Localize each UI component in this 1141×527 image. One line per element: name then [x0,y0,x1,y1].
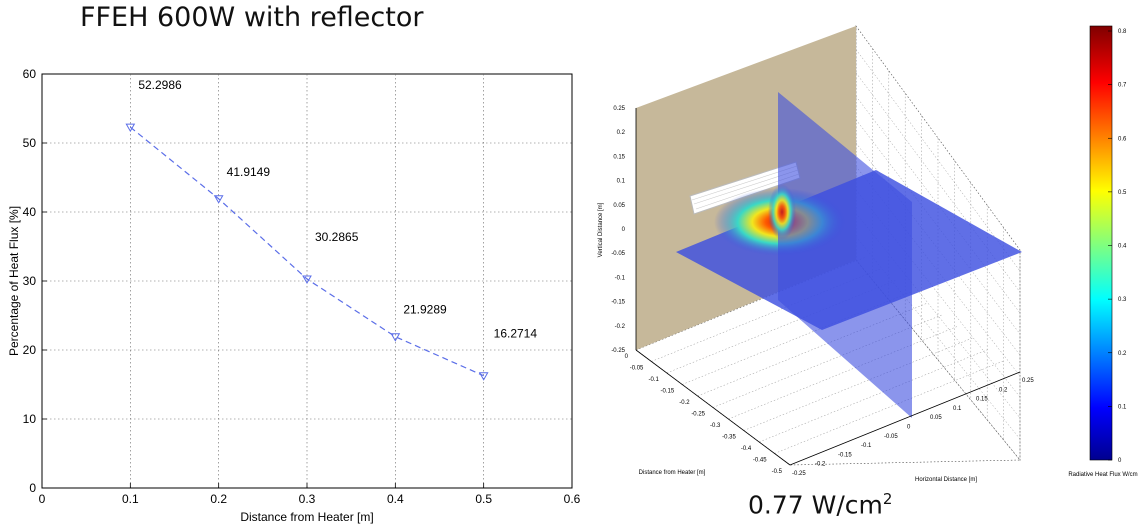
x-tick-label: 0 [39,492,46,506]
depth-axis-label: Distance from Heater [m] [639,470,706,476]
slice-axis-ticks: 0.250.20.150.10.050-0.05-0.1-0.15-0.2-0.… [611,106,1034,477]
back-gridline [855,49,1021,272]
depth-tick-label: -0.3 [710,423,721,429]
y-tick-label: 60 [23,67,37,81]
x-tick-label: 0.5 [475,492,492,506]
x-tick-label: 0.1 [122,492,139,506]
horizontal-tick-label: -0.25 [792,471,806,477]
vertical-tick-label: 0.1 [617,179,626,185]
colorbar: 0.8 0.7 0.6 0.5 0.4 0.3 0.2 0.1 0 Radiative Heat… [1068,25,1138,478]
floor-gridline [774,360,1005,454]
vertical-tick-label: 0.2 [617,130,626,136]
x-tick-label: 0.3 [299,492,316,506]
data-label: 30.2865 [315,230,359,244]
depth-axis-line [635,349,791,466]
y-tick-label: 20 [23,343,37,357]
depth-tick-label: -0.15 [661,389,675,395]
horizontal-tick-label: 0.15 [976,397,988,403]
data-point [213,195,224,204]
x-axis-label: Distance from Heater [m] [240,510,373,524]
depth-tick-label: -0.2 [679,400,690,406]
y-axis-label: Percentage of Heat Flux [%] [7,206,21,356]
back-gridline [855,25,1021,251]
series-line [129,126,484,377]
series-markers [125,123,489,381]
vertical-axis-label: Vertical Distance [m] [598,202,604,257]
data-label: 21.9289 [403,303,447,317]
data-label: 41.9149 [227,165,271,179]
depth-tick-label: -0.45 [753,458,767,464]
floor-gridline [728,325,959,420]
axis-ticks: 0 0.1 0.2 0.3 0.4 0.5 0.6 0 10 20 30 40 50 60 [23,67,581,506]
depth-tick-label: 0 [625,354,629,360]
horizontal-tick-label: 0.05 [930,415,942,421]
data-point [125,123,136,133]
horizontal-tick-label: -0.15 [838,452,852,458]
vertical-tick-label: 0.15 [613,154,625,160]
colorbar-tick-label: 0.7 [1118,83,1127,89]
vertical-tick-label: 0 [622,227,626,233]
vertical-tick-label: -0.15 [611,300,625,306]
horizontal-axis-line [789,371,1021,466]
data-point [478,372,489,381]
horizontal-tick-label: 0.25 [1022,378,1034,384]
colorbar-tick-label: 0.3 [1118,297,1127,303]
depth-tick-label: -0.1 [648,377,659,383]
data-label: 52.2986 [138,78,182,92]
horizontal-tick-label: 0.2 [999,387,1008,393]
depth-tick-label: -0.25 [691,412,705,418]
data-labels: 52.2986 41.9149 30.2865 21.9289 16.2714 [138,78,537,341]
colorbar-tick-label: 0.5 [1118,190,1127,196]
x-tick-label: 0.6 [564,492,581,506]
vertical-tick-label: 0.05 [613,203,625,209]
floor-gridline [759,348,990,443]
vertical-tick-label: -0.1 [615,275,626,281]
colorbar-gradient [1089,25,1113,461]
data-point [302,275,312,285]
x-tick-label: 0.4 [387,492,404,506]
data-point [390,333,401,342]
y-tick-label: 50 [23,136,37,150]
back-gridline [855,119,1021,335]
vertical-hotspot [768,184,796,240]
depth-tick-label: -0.4 [741,446,752,452]
x-tick-label: 0.2 [210,492,227,506]
vertical-tick-label: -0.05 [611,251,625,257]
colorbar-label: Radiative Heat Flux W/cm [1068,472,1137,478]
colorbar-tick-label: 0.2 [1118,351,1127,357]
depth-tick-label: -0.5 [772,469,783,475]
heat-flux-value: 0.77 W/cm [748,490,883,520]
colorbar-tick-label: 0.8 [1118,29,1127,35]
vertical-tick-label: -0.2 [615,324,626,330]
colorbar-ticks: 0.8 0.7 0.6 0.5 0.4 0.3 0.2 0.1 0 [1108,29,1127,464]
slice-plot-3d: 0.250.20.150.10.050-0.05-0.1-0.15-0.2-0.… [598,25,1034,483]
y-tick-label: 40 [23,205,37,219]
colorbar-tick-label: 0 [1118,458,1122,464]
horizontal-tick-label: 0 [907,425,911,431]
depth-tick-label: -0.35 [722,435,736,441]
colorbar-tick-label: 0.4 [1118,244,1127,250]
heat-flux-caption: 0.77 W/cm2 [748,490,892,519]
horizontal-axis-label: Horizontal Distance [m] [915,477,977,483]
vertical-tick-label: -0.25 [611,348,625,354]
horizontal-tick-label: -0.1 [861,443,872,449]
data-label: 16.2714 [494,327,538,341]
horizontal-tick-label: -0.05 [884,434,898,440]
depth-tick-label: -0.05 [630,366,644,372]
colorbar-tick-label: 0.1 [1118,404,1127,410]
vertical-tick-label: 0.25 [613,106,625,112]
y-tick-label: 0 [29,481,36,495]
vertical-slice-plane [778,92,912,418]
horizontal-tick-label: 0.1 [953,406,962,412]
floor-gridline [743,337,974,431]
line-chart: 0 0.1 0.2 0.3 0.4 0.5 0.6 0 10 20 30 40 50 60 52.2986… [7,67,581,524]
colorbar-tick-label: 0.6 [1118,136,1127,142]
page-title: FFEH 600W with reflector [80,2,424,33]
gridlines [42,74,572,488]
horizontal-tick-label: -0.2 [815,462,826,468]
heat-flux-unit-exponent: 2 [882,490,893,508]
y-tick-label: 30 [23,274,37,288]
y-tick-label: 10 [23,412,37,426]
